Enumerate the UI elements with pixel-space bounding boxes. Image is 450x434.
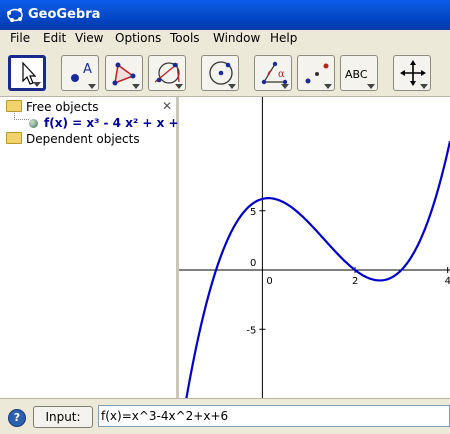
text-tool-label: ABC	[345, 68, 368, 81]
menu-help[interactable]: Help	[270, 31, 298, 45]
visibility-toggle-icon[interactable]	[29, 119, 38, 128]
function-plot[interactable]: 0 2 4 5 0 -5	[179, 97, 450, 434]
angle-icon: α	[261, 61, 288, 85]
function-f-item[interactable]: f(x) = x³ - 4 x² + x + 6	[29, 116, 191, 130]
menu-options[interactable]: Options	[115, 31, 162, 45]
menu-tools[interactable]: Tools	[170, 31, 200, 45]
x-tick-label: 0	[266, 276, 272, 287]
x-tick-label: 4	[445, 276, 450, 287]
close-icon[interactable]: ✕	[161, 99, 172, 113]
reflect-tool-button[interactable]	[297, 55, 335, 91]
point-tool-button[interactable]: A	[61, 55, 99, 91]
circle-center-icon	[209, 61, 233, 85]
polygon-tool-button[interactable]	[105, 55, 143, 91]
geogebra-app-icon	[7, 8, 23, 22]
input-field[interactable]: f(x)=x^3-4x^2+x+6	[98, 405, 450, 427]
free-objects-label: Free objects	[26, 100, 99, 114]
move-tool-button[interactable]	[8, 55, 46, 91]
function-f-curve	[179, 140, 450, 434]
circle-through-points-icon	[154, 62, 180, 84]
dropdown-triangle-icon	[132, 84, 140, 89]
cursor-arrow-icon	[22, 61, 37, 85]
menu-bar: File Edit View Options Tools Window Help	[0, 30, 450, 48]
move-cross-arrows-icon	[400, 60, 426, 86]
dropdown-triangle-icon	[175, 84, 183, 89]
function-f-label: f(x) = x³ - 4 x² + x + 6	[44, 116, 192, 130]
move-graphics-view-tool-button[interactable]	[393, 55, 431, 91]
dropdown-triangle-icon	[324, 84, 332, 89]
menu-window[interactable]: Window	[213, 31, 261, 45]
circle-three-points-tool-button[interactable]	[148, 55, 186, 91]
text-abc-icon: ABC	[345, 68, 368, 81]
reflect-point-icon	[305, 63, 329, 84]
dependent-objects-label: Dependent objects	[26, 132, 140, 146]
angle-symbol: α	[278, 69, 285, 80]
x-tick-label: 2	[352, 276, 358, 287]
circle-center-tool-button[interactable]	[201, 55, 239, 91]
window-title: GeoGebra	[28, 7, 101, 22]
text-tool-button[interactable]: ABC	[340, 55, 378, 91]
y-tick-label: 5	[250, 207, 256, 218]
graphics-view[interactable]: 0 2 4 5 0 -5	[179, 97, 450, 434]
input-button[interactable]: Input:	[33, 406, 93, 428]
menu-file[interactable]: File	[10, 31, 31, 45]
y-tick-label: 0	[250, 258, 256, 269]
toolbar: A α	[0, 48, 450, 97]
angle-tool-button[interactable]: α	[254, 55, 292, 91]
dropdown-triangle-icon	[281, 84, 289, 89]
point-label: A	[83, 62, 92, 77]
dropdown-triangle-icon	[420, 84, 428, 89]
folder-icon	[6, 132, 22, 144]
polygon-icon	[112, 62, 136, 86]
tree-connector	[14, 111, 29, 120]
point-icon: A	[71, 62, 92, 82]
algebra-view: ✕ Free objects f(x) = x³ - 4 x² + x + 6 …	[0, 97, 191, 398]
dependent-objects-folder[interactable]: Dependent objects	[6, 132, 140, 146]
help-icon[interactable]: ?	[8, 409, 26, 427]
dropdown-triangle-icon	[88, 84, 96, 89]
dropdown-triangle-icon	[33, 82, 41, 87]
dropdown-triangle-icon	[228, 84, 236, 89]
input-bar: ? Input: f(x)=x^3-4x^2+x+6	[0, 398, 450, 434]
y-tick-label: -5	[246, 325, 256, 336]
dropdown-triangle-icon	[367, 84, 375, 89]
menu-view[interactable]: View	[75, 31, 104, 45]
menu-edit[interactable]: Edit	[43, 31, 67, 45]
title-bar: GeoGebra	[0, 0, 450, 30]
